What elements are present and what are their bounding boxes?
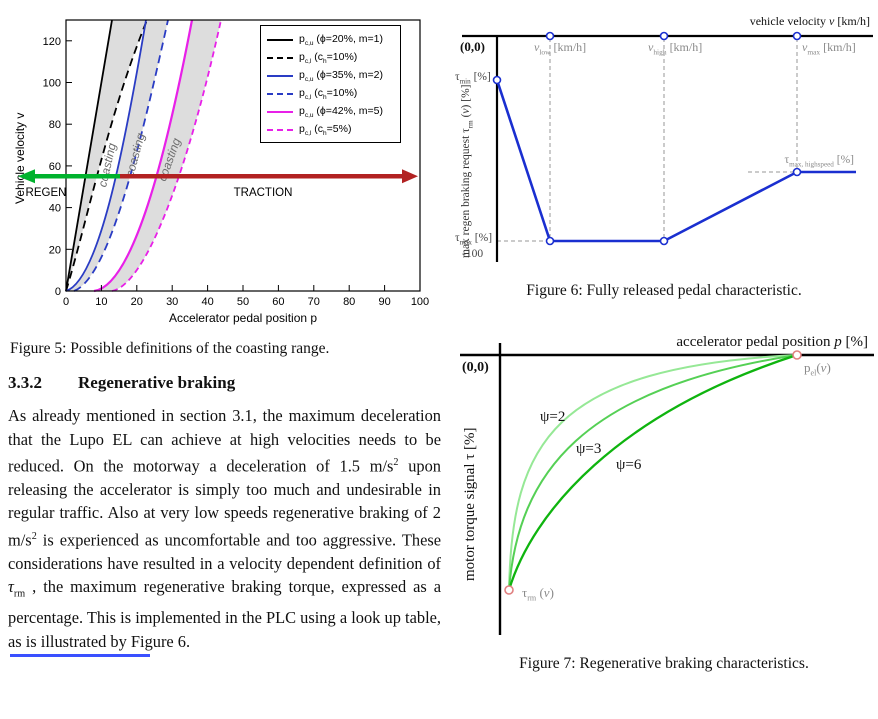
legend-label: pc,l (ch=5%) — [299, 122, 352, 138]
legend-entry: pc,l (ch=10%) — [267, 85, 397, 103]
ytick: 100 — [43, 78, 61, 90]
traction-arrowhead-icon — [402, 169, 418, 184]
ytick: 60 — [49, 161, 61, 173]
breakpoint-markers — [492, 31, 802, 246]
legend-entry: pc,l (ch=10%) — [267, 49, 397, 67]
legend-entry: pc,u (ϕ=35%, m=2) — [267, 67, 397, 85]
curve-pcl-10-black — [65, 19, 148, 292]
legend-entry: pc,u (ϕ=42%, m=5) — [267, 103, 397, 121]
xtick: 20 — [131, 296, 143, 308]
figure7-caption: Figure 7: Regenerative braking character… — [519, 655, 809, 672]
section-title: Regenerative braking — [78, 373, 236, 392]
legend-label: pc,l (ch=10%) — [299, 50, 358, 66]
figure6-plot: vehicle velocity v [km/h] (0,0) vlow [km… — [452, 6, 876, 264]
v-low-label: vlow [km/h] — [534, 40, 587, 57]
xtick: 30 — [166, 296, 178, 308]
ytick: 20 — [49, 244, 61, 256]
curve-pcl-5-magenta — [111, 19, 222, 292]
legend-label: pc,u (ϕ=42%, m=5) — [299, 104, 384, 120]
legend-line-dashed-magenta — [267, 129, 293, 131]
fig5-ylabel: Vehicle velocity v — [13, 113, 27, 204]
figure6-caption: Figure 6: Fully released pedal character… — [526, 282, 802, 299]
legend-line-dashed-blue — [267, 93, 293, 95]
axis-ticks — [65, 40, 421, 292]
xtick: 100 — [411, 296, 429, 308]
fig6-ylabel: max regen braking request τrm (v) [%] — [460, 84, 475, 259]
p-el-marker — [792, 350, 802, 360]
xtick: 0 — [63, 296, 69, 308]
legend-line-solid-black — [267, 39, 293, 41]
tau-rm-marker — [504, 585, 514, 595]
figure7-plot: accelerator pedal position p [%] (0,0) ψ… — [452, 333, 876, 645]
psi2-label: ψ=2 — [540, 409, 566, 425]
psi6-label: ψ=6 — [616, 457, 642, 473]
figure5-plot: 0 10 20 30 40 50 60 70 80 90 100 0 20 40… — [8, 6, 445, 328]
curve-pcu-42 — [93, 19, 194, 293]
figure5-svg: 0 10 20 30 40 50 60 70 80 90 100 0 20 40… — [13, 19, 430, 325]
fig7-axis-label: accelerator pedal position p [%] — [676, 334, 868, 350]
legend-label: pc,u (ϕ=20%, m=1) — [299, 32, 384, 48]
xtick: 10 — [95, 296, 107, 308]
tau-min-label: τmin [%] — [455, 71, 491, 86]
link-annotation-rule[interactable] — [10, 654, 150, 658]
legend-line-solid-magenta — [267, 111, 293, 113]
legend-entry: pc,l (ch=5%) — [267, 121, 397, 139]
v-high-label: vhigh [km/h] — [648, 40, 703, 57]
psi6-curve — [507, 353, 798, 591]
guide-lines — [497, 38, 798, 242]
coasting-band-1 — [66, 20, 147, 291]
fig7-ylabel: motor torque signal τ [%] — [462, 427, 478, 582]
tau-max-label: τmax [%] — [455, 232, 493, 247]
xtick: 60 — [272, 296, 284, 308]
curve-pcu-20 — [65, 19, 113, 292]
legend-label: pc,u (ϕ=35%, m=2) — [299, 68, 384, 84]
coasting-band-3 — [94, 20, 221, 291]
psi2-curve — [508, 354, 798, 591]
figure5-caption: Figure 5: Possible definitions of the co… — [10, 340, 330, 357]
legend-entry: pc,u (ϕ=20%, m=1) — [267, 31, 397, 49]
legend-label: pc,l (ch=10%) — [299, 86, 358, 102]
ytick: 0 — [55, 286, 61, 298]
xtick: 50 — [237, 296, 249, 308]
v-max-label: vmax [km/h] — [802, 40, 856, 57]
legend-line-dashed-black — [267, 57, 293, 59]
section-heading: 3.3.2 Regenerative braking — [8, 373, 445, 393]
fig5-xlabel: Accelerator pedal position p — [169, 311, 317, 325]
right-column: vehicle velocity v [km/h] (0,0) vlow [km… — [452, 6, 876, 673]
fig6-axis-label: vehicle velocity v [km/h] — [749, 14, 870, 28]
body-paragraph: As already mentioned in section 3.1, the… — [8, 406, 441, 651]
coasting-band-2 — [66, 20, 168, 291]
left-column: 0 10 20 30 40 50 60 70 80 90 100 0 20 40… — [8, 6, 445, 658]
tick-labels: 0 10 20 30 40 50 60 70 80 90 100 0 20 40… — [43, 36, 430, 308]
figure6-svg — [462, 31, 873, 262]
psi3-label: ψ=3 — [576, 441, 602, 457]
ytick: 40 — [49, 203, 61, 215]
figure5-legend: pc,u (ϕ=20%, m=1) pc,l (ch=10%) pc,u (ϕ=… — [260, 25, 401, 143]
legend-line-solid-blue — [267, 75, 293, 77]
fig7-origin-label: (0,0) — [462, 360, 489, 375]
ytick: 120 — [43, 36, 61, 48]
fig6-origin-label: (0,0) — [460, 39, 485, 54]
regen-arrowhead-icon — [18, 169, 35, 184]
minus-100-label: -100 — [462, 248, 484, 260]
curve-pcu-35 — [65, 19, 147, 292]
xtick: 90 — [378, 296, 390, 308]
tau-max-highspeed-label: τmax, highspeed [%] — [784, 154, 854, 169]
regen-label: REGEN — [26, 187, 67, 199]
xtick: 40 — [201, 296, 213, 308]
ytick: 80 — [49, 119, 61, 131]
xtick: 80 — [343, 296, 355, 308]
tau-rm-label: τrm (v) — [522, 585, 554, 603]
figure7-svg — [460, 343, 874, 635]
section-number: 3.3.2 — [8, 373, 42, 392]
p-el-label: pel(v) — [804, 360, 831, 378]
xtick: 70 — [308, 296, 320, 308]
curve-pcl-10-blue — [73, 19, 169, 292]
psi3-curve — [508, 354, 798, 591]
traction-label: TRACTION — [234, 187, 293, 199]
